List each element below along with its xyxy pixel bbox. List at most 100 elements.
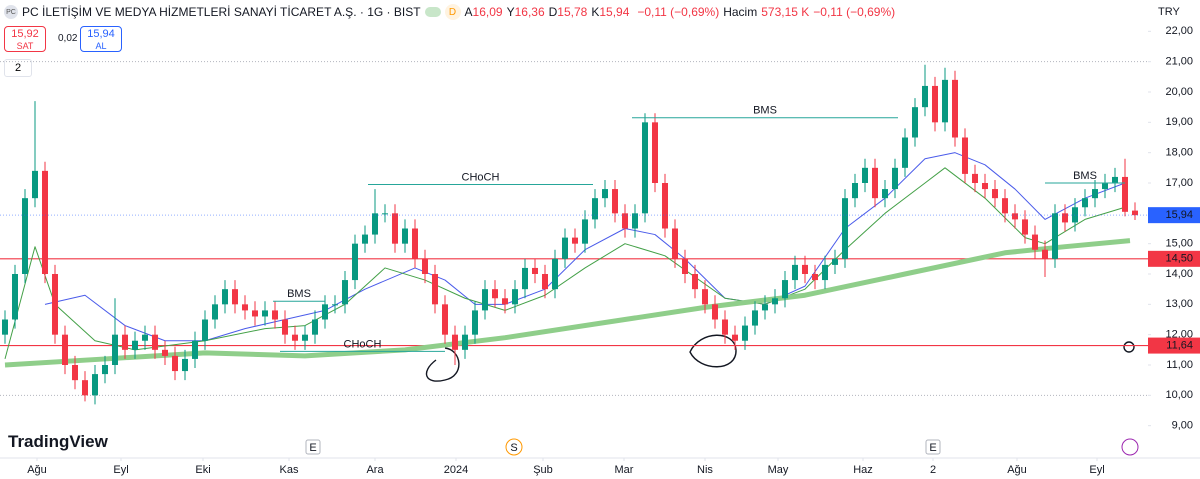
ohlc: A16,09 Y16,36 D15,78 K15,94 [465, 5, 634, 19]
currency[interactable]: TRY [1158, 6, 1180, 18]
candle-body [332, 304, 338, 306]
candle-body [902, 137, 908, 168]
level-tag [1148, 337, 1200, 354]
sell-button[interactable]: 15,92 SAT [4, 26, 46, 52]
candle-body [992, 189, 998, 199]
symbol-title[interactable]: PC İLETİŞİM VE MEDYA HİZMETLERİ SANAYİ T… [22, 5, 421, 19]
x-tick-label: Haz [853, 464, 873, 476]
candle-body [652, 122, 658, 183]
candle-body [952, 79, 958, 138]
annotation-label: CHoCH [462, 171, 500, 183]
ohlc-value: 16,36 [514, 5, 545, 19]
candle-body [1122, 176, 1128, 212]
last-price-label: 15,94 [1165, 209, 1193, 221]
candle-body [422, 258, 428, 274]
candle-body [1062, 213, 1068, 223]
candle-body [512, 289, 518, 305]
candle-body [132, 340, 138, 350]
x-tick-label: Ara [366, 464, 384, 476]
candle-body [812, 274, 818, 281]
candle-body [1112, 176, 1118, 183]
candle-body [522, 267, 528, 290]
candle-body [482, 289, 488, 311]
candle-body [572, 237, 578, 244]
y-tick-label: 12,00 [1165, 329, 1193, 341]
buy-button[interactable]: 15,94 AL [80, 26, 122, 52]
ohlc-value: 15,78 [557, 5, 588, 19]
drawing [425, 347, 460, 382]
candle-body [752, 310, 758, 326]
annotation-label: BMS [287, 288, 311, 300]
y-tick-label: 21,00 [1165, 56, 1193, 68]
candle-body [382, 213, 388, 215]
candle-body [242, 304, 248, 311]
moving-average [4, 238, 1131, 368]
candle-body [542, 274, 548, 290]
candle-body [292, 334, 298, 341]
candle-body [662, 183, 668, 229]
candle-body [832, 258, 838, 265]
candle-body [162, 349, 168, 356]
candle-body [1032, 234, 1038, 250]
candle-body [782, 280, 788, 299]
candle-body [212, 304, 218, 320]
event-marker[interactable] [1121, 438, 1139, 456]
sell-label: SAT [16, 41, 34, 51]
candle-body [192, 340, 198, 359]
event-marker[interactable] [305, 439, 321, 455]
candle-body [122, 334, 128, 350]
candle-body [82, 380, 88, 396]
symbol-icon: PC [4, 5, 18, 19]
candle-body [762, 304, 768, 311]
candle-body [432, 274, 438, 305]
x-tick-label: 2024 [444, 464, 468, 476]
candle-body [632, 213, 638, 229]
moving-average [44, 152, 1126, 342]
event-marker[interactable] [925, 439, 941, 455]
candle-body [682, 258, 688, 274]
event-marker[interactable] [505, 438, 523, 456]
y-tick-label: 14,00 [1165, 268, 1193, 280]
y-tick-label: 17,00 [1165, 177, 1193, 189]
candle-body [372, 213, 378, 235]
candle-body [712, 304, 718, 320]
event-label: E [309, 442, 316, 454]
candle-body [152, 334, 158, 350]
candle-body [22, 198, 28, 274]
ohlc-value: 16,09 [472, 5, 503, 19]
ohlc-label: Y [506, 5, 515, 19]
candle-body [792, 264, 798, 281]
annotation-label: BMS [753, 105, 777, 117]
candle-body [692, 274, 698, 290]
y-tick-label: 13,00 [1165, 298, 1193, 310]
volume: 573,15 K [761, 5, 810, 19]
drawing-icon[interactable] [1123, 341, 1135, 353]
candle-body [612, 189, 618, 214]
moving-average [4, 167, 1126, 360]
candle-body [982, 183, 988, 190]
candle-body [862, 167, 868, 183]
spread: 0,02 [58, 33, 78, 44]
candle-body [1052, 213, 1058, 259]
candle-body [222, 289, 228, 305]
candle-body [492, 289, 498, 299]
level-label: 11,64 [1166, 339, 1193, 351]
drawing [689, 334, 737, 368]
candle-body [182, 358, 188, 372]
candle-body [442, 304, 448, 335]
x-tick-label: Mar [615, 464, 634, 476]
candle-body [172, 355, 178, 372]
candle-body [642, 122, 648, 214]
indicators-toggle[interactable]: 2 [4, 59, 32, 77]
candle-body [312, 319, 318, 335]
candle-body [872, 167, 878, 199]
y-tick-label: 9,00 [1172, 420, 1193, 432]
x-tick-label: Eyl [113, 464, 128, 476]
y-tick-label: 20,00 [1165, 86, 1193, 98]
candle-body [892, 167, 898, 190]
candle-body [12, 274, 18, 320]
ohlc-label: A [464, 5, 473, 19]
candle-body [852, 183, 858, 199]
